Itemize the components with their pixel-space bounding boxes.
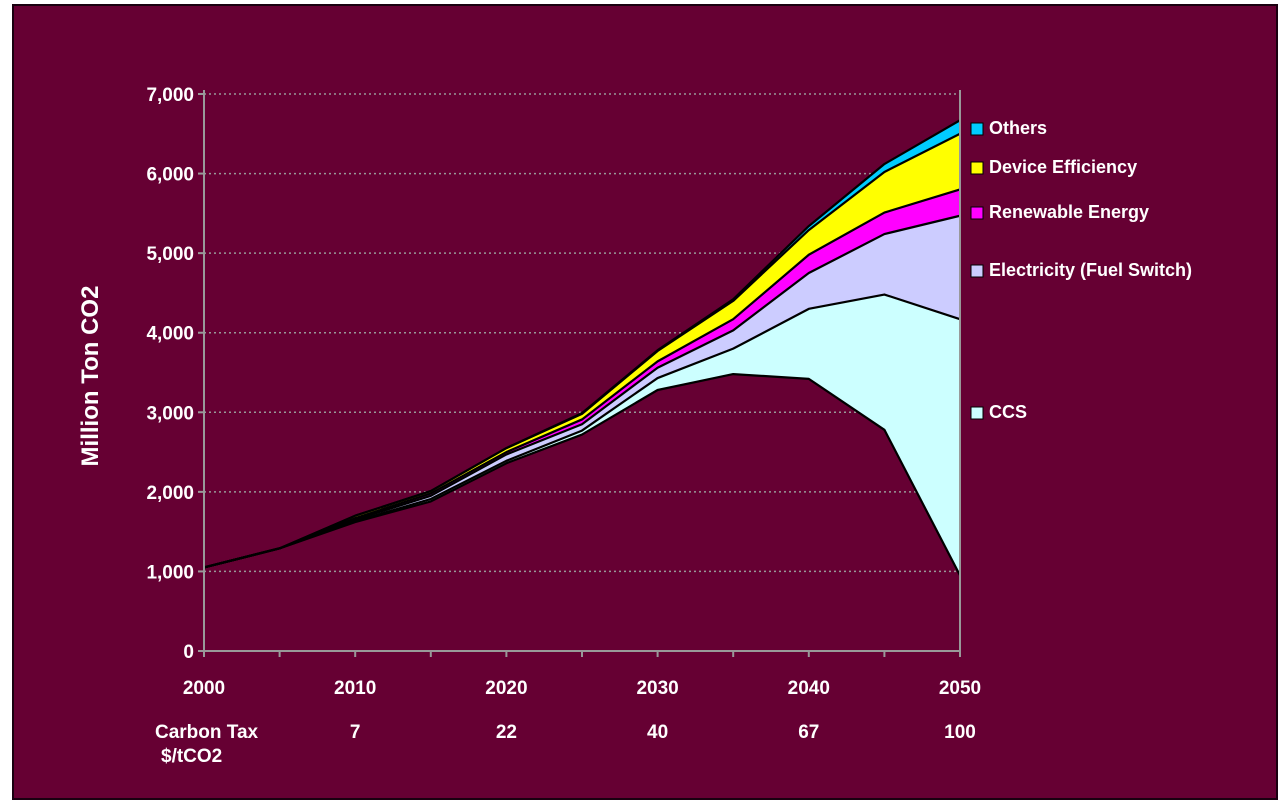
boundary-line-3 [203, 188, 961, 569]
area-device-efficiency [204, 133, 960, 568]
legend-swatch [970, 406, 984, 420]
area-ccs [204, 294, 960, 576]
y-tick-label: 7,000 [146, 85, 194, 106]
y-axis-label: Million Ton CO2 [77, 286, 104, 467]
area-series [203, 119, 961, 576]
carbon-tax-value: 22 [496, 722, 517, 743]
x-tick-labels: 2000 2010 2020 2030 2040 2050 [183, 678, 981, 699]
x-tick-label: 2040 [788, 678, 830, 699]
carbon-tax-value: 40 [647, 722, 668, 743]
x-tick-label: 2030 [636, 678, 678, 699]
legend-swatch [970, 264, 984, 278]
x-tick-label: 2050 [939, 678, 981, 699]
carbon-tax-value: 7 [350, 722, 361, 743]
carbon-tax-label: Carbon Tax [155, 722, 259, 743]
x-tick-label: 2020 [485, 678, 527, 699]
legend-swatch [970, 161, 984, 175]
x-tick-label: 2000 [183, 678, 225, 699]
legend-label: CCS [989, 402, 1027, 422]
stacked-area-chart: 0 1,000 2,000 3,000 4,000 5,000 6,000 7,000 200… [77, 85, 1192, 767]
axes [198, 90, 961, 657]
y-tick-label: 4,000 [146, 324, 194, 345]
y-tick-label: 3,000 [146, 403, 194, 424]
y-tick-label: 5,000 [146, 244, 194, 265]
legend: Others Device Efficiency Renewable Energy E… [970, 118, 1192, 422]
carbon-tax-unit: $/tCO2 [161, 746, 222, 767]
baseline-line [203, 372, 961, 576]
y-tick-label: 2,000 [146, 483, 194, 504]
carbon-tax-value: 67 [798, 722, 819, 743]
y-tick-label: 1,000 [146, 562, 194, 583]
x-tick-label: 2010 [334, 678, 376, 699]
y-tick-labels: 0 1,000 2,000 3,000 4,000 5,000 6,000 7,000 [146, 85, 194, 663]
legend-swatch [970, 206, 984, 220]
legend-label: Device Efficiency [989, 157, 1137, 177]
legend-label: Electricity (Fuel Switch) [989, 260, 1192, 280]
carbon-tax-value: 100 [944, 722, 976, 743]
y-tick-label: 0 [183, 642, 194, 663]
chart-frame: 0 1,000 2,000 3,000 4,000 5,000 6,000 7,000 200… [12, 4, 1278, 800]
carbon-tax-row: Carbon Tax $/tCO2 7 22 40 67 100 [155, 722, 976, 767]
y-tick-label: 6,000 [146, 165, 194, 186]
legend-label: Renewable Energy [989, 202, 1149, 222]
area-electricity-fuel-switch [204, 215, 960, 568]
legend-swatch [970, 122, 984, 136]
boundary-line-5 [203, 119, 961, 569]
legend-label: Others [989, 118, 1047, 138]
area-renewable-energy [204, 189, 960, 568]
